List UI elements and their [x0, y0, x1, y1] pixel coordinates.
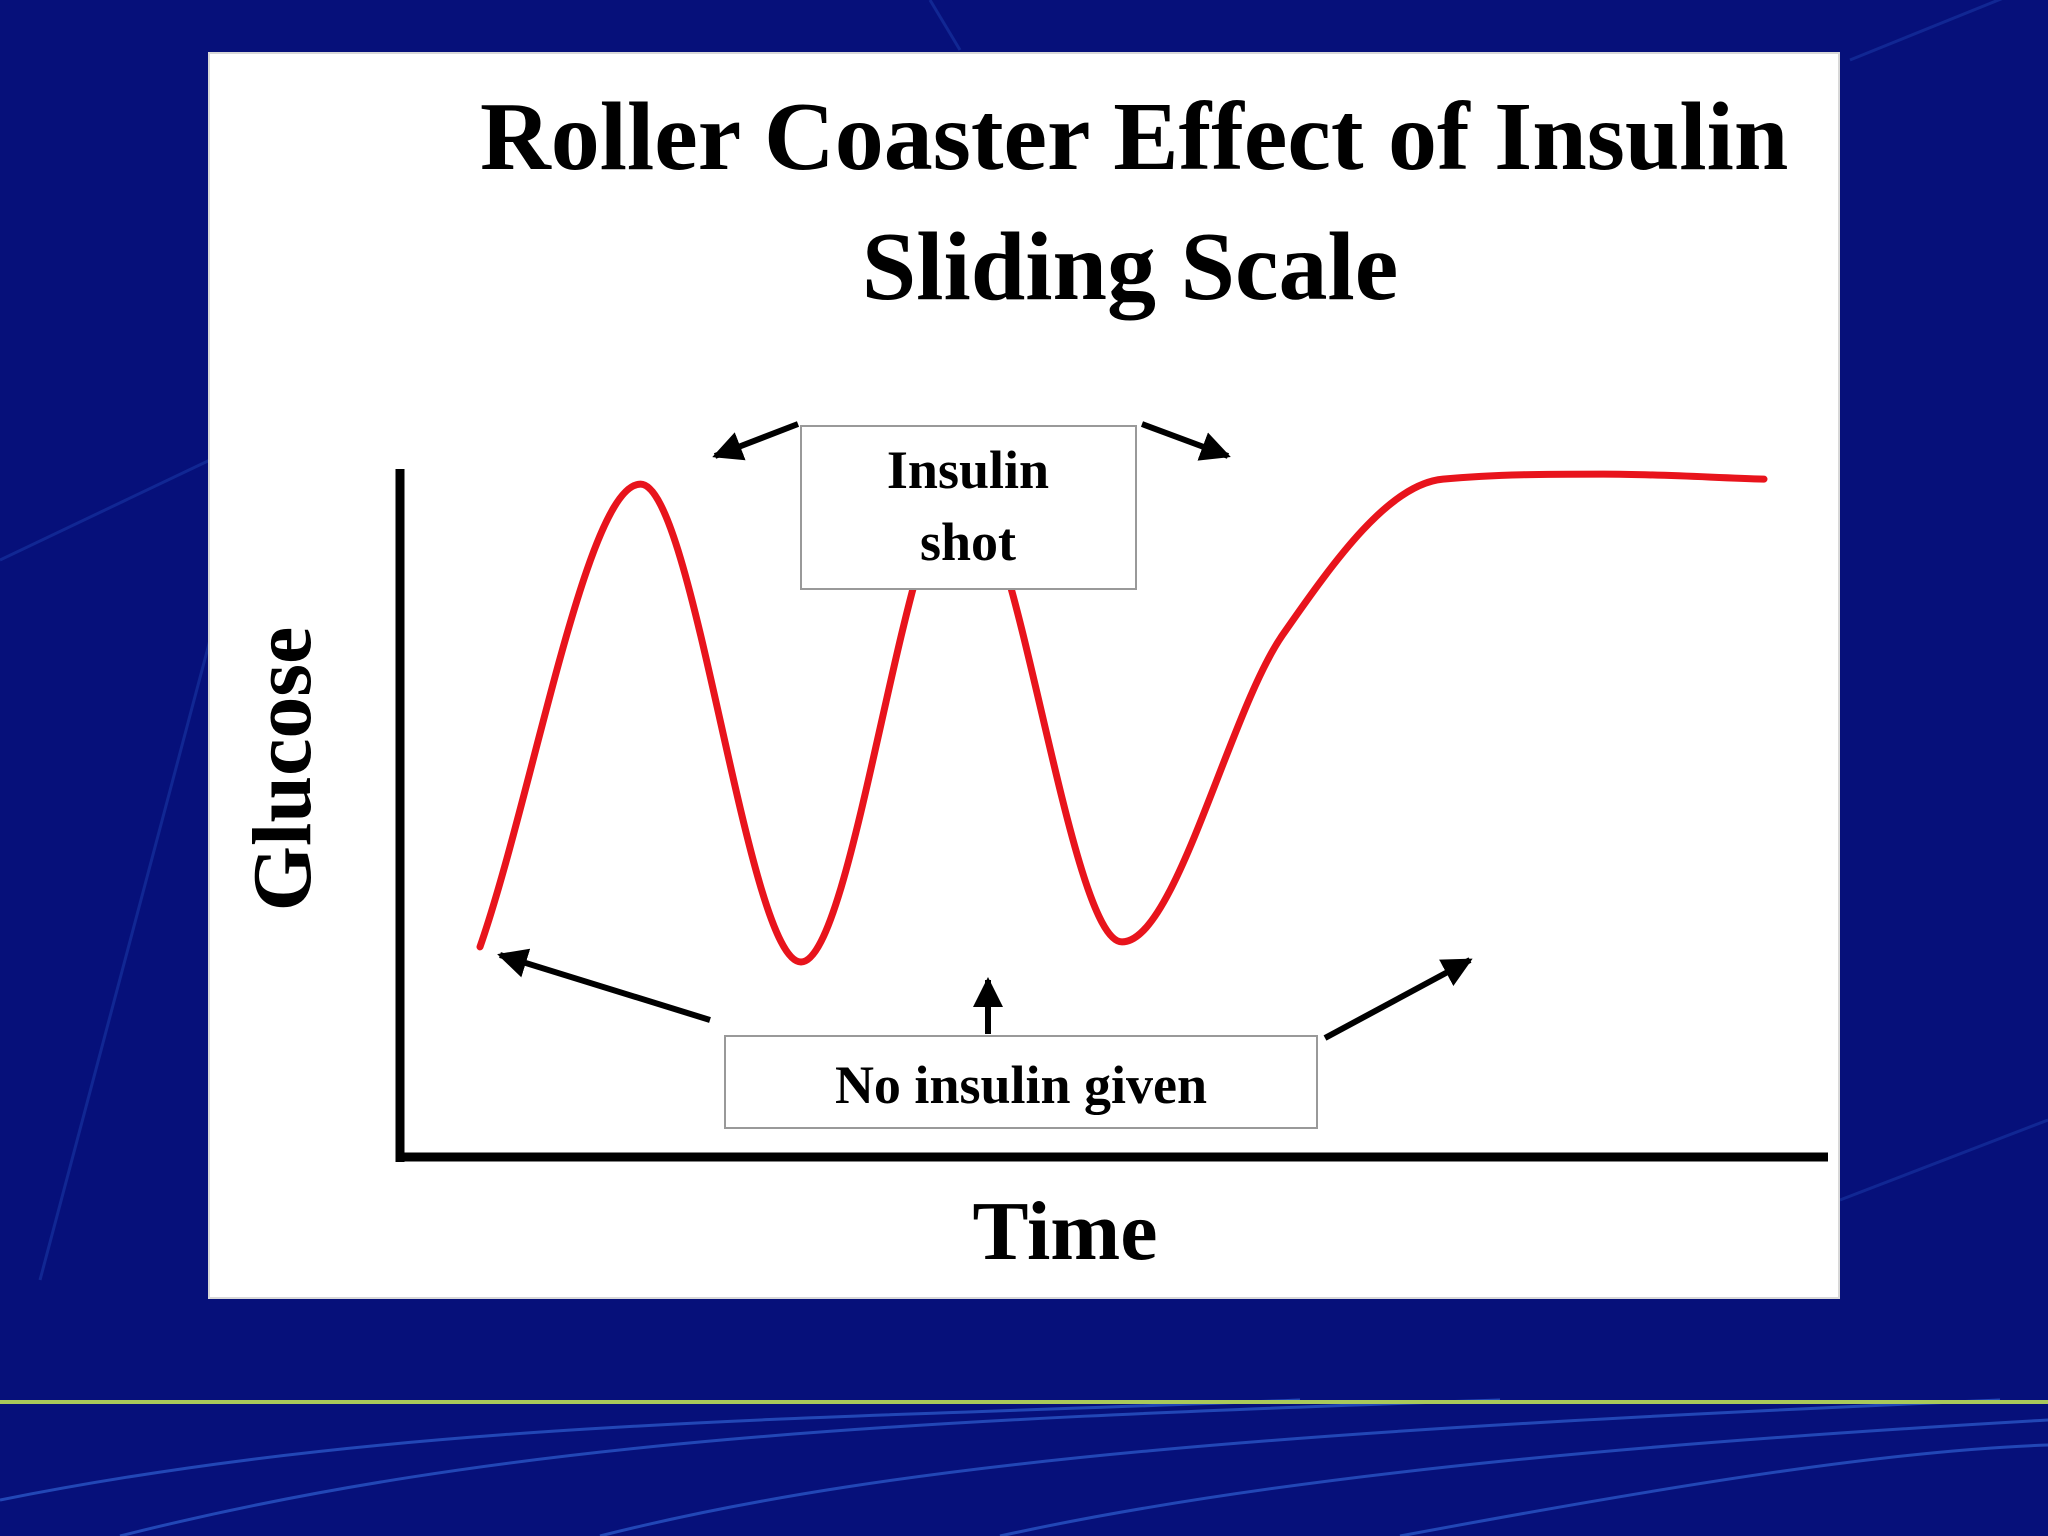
- chart-title-line-1: Roller Coaster Effect of Insulin: [480, 83, 1789, 191]
- chart-svg: Time Glucose Insulin shot No insulin given: [236, 421, 1828, 1278]
- arrow-to-peak-1: [712, 421, 800, 461]
- insulin-shot-box: [800, 425, 1137, 590]
- insulin-shot-label-line-2: shot: [920, 512, 1016, 572]
- no-insulin-box: [724, 1035, 1318, 1129]
- x-axis-label: Time: [972, 1185, 1157, 1278]
- no-insulin-label: No insulin given: [835, 1055, 1207, 1115]
- arrow-to-peak-2: [1140, 421, 1231, 461]
- chart-title-line-2: Sliding Scale: [861, 213, 1399, 321]
- chart-title: Roller Coaster Effect of Insulin Sliding…: [480, 72, 1789, 332]
- chart-panel: Time Glucose Insulin shot No insulin given R…: [208, 52, 1840, 1299]
- arrow-to-start: [497, 948, 711, 1023]
- insulin-shot-label-line-1: Insulin: [887, 440, 1049, 500]
- y-axis-label: Glucose: [236, 627, 329, 912]
- arrow-to-trough-2: [1323, 957, 1473, 1041]
